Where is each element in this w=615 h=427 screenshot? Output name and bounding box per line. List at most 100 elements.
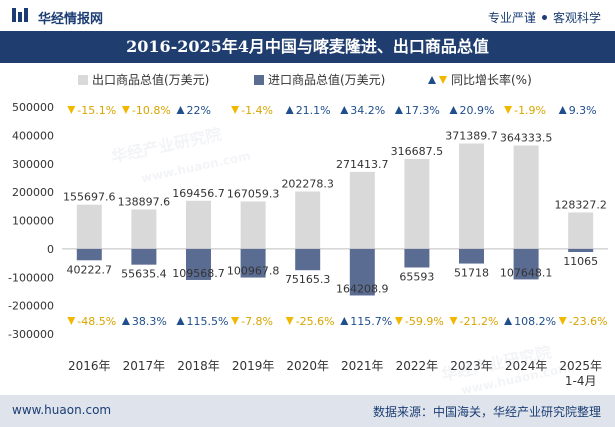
data-label-export: 138897.6: [118, 195, 171, 208]
chart: 出口商品总值(万美元) 进口商品总值(万美元) 同比增长率(%) 500000 4000…: [8, 72, 608, 388]
data-label-export: 155697.6: [63, 191, 116, 204]
export-growth-label: 20.9%: [460, 104, 495, 117]
bar-import: [404, 248, 430, 268]
legend-label-export: 出口商品总值(万美元): [92, 72, 209, 87]
data-label-export: 271413.7: [336, 158, 389, 171]
data-label-import: 164208.9: [336, 282, 389, 295]
y-tick-label: 500000: [12, 101, 54, 114]
export-growth-up-arrow-icon: [340, 106, 349, 114]
export-growth-label: -1.9%: [514, 104, 546, 117]
data-label-import: 55635.4: [121, 268, 167, 281]
legend-down-arrow-icon: [439, 76, 447, 84]
bar-import: [240, 248, 266, 278]
tagline: 专业严谨 客观科学: [488, 9, 601, 26]
x-category-label: 2022年: [396, 359, 439, 373]
y-tick-label: -300000: [8, 328, 54, 341]
y-tick-label: 400000: [12, 129, 54, 142]
bar-import: [76, 248, 102, 261]
data-label-export: 202278.3: [281, 177, 334, 190]
x-category-label: 2020年: [286, 359, 329, 373]
bar-import: [349, 248, 375, 296]
import-growth-up-arrow-icon: [340, 317, 349, 325]
data-label-import: 75165.3: [285, 273, 331, 286]
import-growth-down-arrow-icon: [558, 317, 567, 325]
export-growth-label: 22%: [187, 104, 211, 117]
bar-import: [459, 248, 484, 264]
y-tick-label: 300000: [12, 158, 54, 171]
bar-export: [131, 209, 157, 249]
bar-export: [240, 201, 266, 249]
import-growth-down-arrow-icon: [449, 317, 458, 325]
import-growth-label: 108.2%: [514, 315, 556, 328]
x-category-label: 2023年: [450, 359, 493, 373]
data-label-import: 65593: [399, 270, 434, 283]
bar-import: [568, 248, 594, 253]
import-growth-label: -21.2%: [460, 315, 499, 328]
import-growth-down-arrow-icon: [231, 317, 240, 325]
import-growth-up-arrow-icon: [504, 317, 513, 325]
import-growth-down-arrow-icon: [285, 317, 294, 325]
separator-dot-icon: [541, 15, 547, 20]
data-label-import: 100967.8: [227, 265, 280, 278]
export-growth-down-arrow-icon: [121, 106, 130, 114]
legend-up-arrow-icon: [428, 76, 436, 84]
legend-swatch-export: [78, 75, 88, 85]
data-label-import: 51718: [454, 267, 489, 280]
bar-import: [186, 248, 211, 280]
bar-import: [131, 248, 157, 265]
import-growth-label: -7.8%: [241, 315, 273, 328]
x-category-label: 2018年: [177, 359, 220, 373]
data-label-export: 364333.5: [500, 131, 553, 144]
bar-import: [295, 248, 321, 271]
legend-label-growth: 同比增长率(%): [451, 72, 532, 87]
bar-export: [295, 191, 321, 249]
footer-bar: www.huaon.com 数据来源：中国海关，华经产业研究院整理: [0, 395, 615, 427]
export-growth-label: 21.1%: [296, 104, 331, 117]
export-growth-down-arrow-icon: [67, 106, 76, 114]
tagline-right: 客观科学: [552, 11, 601, 25]
data-label-import: 109568.7: [172, 267, 225, 280]
title-bar: 2016-2025年4月中国与喀麦隆进、出口商品总值: [0, 31, 615, 63]
x-category-label: 2025年: [559, 359, 602, 373]
bar-import: [513, 248, 539, 280]
import-growth-label: -59.9%: [405, 315, 444, 328]
huajing-logo-icon: [12, 8, 28, 22]
data-label-import: 40222.7: [67, 263, 113, 276]
data-label-export: 371389.7: [445, 129, 498, 142]
export-growth-up-arrow-icon: [449, 106, 458, 114]
bar-export: [186, 200, 211, 249]
export-growth-label: 34.2%: [350, 104, 385, 117]
x-category-label: 1-4月: [565, 374, 597, 388]
export-growth-down-arrow-icon: [231, 106, 240, 114]
export-growth-down-arrow-icon: [504, 106, 513, 114]
y-tick-label: 0: [47, 243, 54, 256]
export-growth-up-arrow-icon: [285, 106, 294, 114]
legend-swatch-import: [254, 75, 264, 85]
import-growth-label: 38.3%: [132, 315, 167, 328]
import-growth-label: 115.5%: [187, 315, 229, 328]
bar-export: [513, 145, 539, 249]
import-growth-down-arrow-icon: [67, 317, 76, 325]
export-growth-up-arrow-icon: [394, 106, 403, 114]
data-label-export: 128327.2: [554, 198, 607, 211]
export-growth-label: -10.8%: [132, 104, 171, 117]
import-growth-label: -48.5%: [77, 315, 116, 328]
brand-name: 华经情报网: [38, 12, 104, 27]
data-label-export: 316687.5: [391, 145, 444, 158]
export-growth-up-arrow-icon: [176, 106, 185, 114]
import-growth-label: -23.6%: [569, 315, 608, 328]
y-tick-label: 200000: [12, 186, 54, 199]
import-growth-label: 115.7%: [350, 315, 392, 328]
bar-export: [349, 171, 375, 249]
export-growth-label: -15.1%: [77, 104, 116, 117]
export-growth-label: 9.3%: [569, 104, 597, 117]
x-category-label: 2021年: [341, 359, 384, 373]
import-growth-up-arrow-icon: [121, 317, 130, 325]
data-label-import: 107648.1: [500, 266, 553, 279]
import-growth-down-arrow-icon: [394, 317, 403, 325]
legend-label-import: 进口商品总值(万美元): [268, 72, 385, 87]
x-category-label: 2019年: [232, 359, 275, 373]
data-label-export: 169456.7: [172, 187, 225, 200]
y-tick-label: 100000: [12, 215, 54, 228]
top-bar: 华经情报网 专业严谨 客观科学: [0, 0, 615, 30]
